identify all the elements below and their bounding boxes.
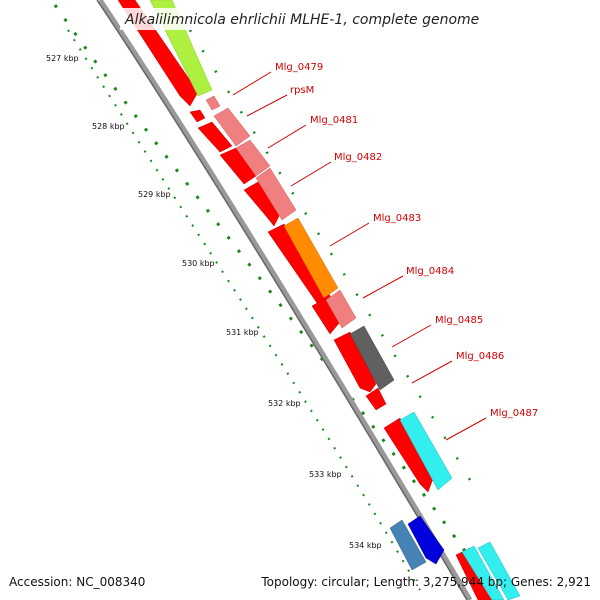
tick-label: 530 kbp: [182, 259, 215, 268]
tick-label: 532 kbp: [268, 399, 301, 408]
gene-arrow-inner-9: [365, 387, 387, 411]
gene-block-pink-1: [205, 95, 221, 111]
gene-block-pink-3: [235, 139, 271, 177]
gene-label: Mlg_0483: [373, 213, 421, 224]
tick-label: 527 kbp: [46, 54, 79, 63]
gene-labels: Mlg_0479 rpsM Mlg_0481 Mlg_0482 Mlg_0483…: [275, 62, 538, 419]
gene-block-gray: [349, 325, 395, 391]
diagram-title: Alkalilimnicola ehrlichii MLHE-1, comple…: [124, 12, 479, 28]
gene-block-pink-5: [325, 289, 357, 329]
gene-arrow-inner-10: [383, 417, 435, 493]
gene-arrow-inner-3: [197, 121, 233, 153]
gene-arrow-inner-2: [189, 109, 206, 123]
tick-label: 528 kbp: [92, 122, 125, 131]
gene-arrow-inner-8: [333, 331, 377, 393]
gene-label: rpsM: [290, 85, 314, 96]
gene-block-pink-2: [213, 107, 251, 147]
gene-block-steel-blue: [389, 519, 427, 571]
gene-label: Mlg_0487: [490, 408, 538, 419]
gene-label: Mlg_0481: [310, 115, 358, 126]
gene-block-cyan-2: [461, 545, 505, 600]
tick-label: 529 kbp: [138, 190, 171, 199]
genome-backbone-inner: [96, 0, 468, 600]
gene-label-leaders: [232, 71, 487, 441]
title-backdrop: [120, 8, 460, 30]
gene-label: Mlg_0482: [334, 152, 382, 163]
gene-block-orange: [283, 217, 339, 299]
gene-arrow-inner-5: [243, 181, 283, 227]
feature-track-guide: [188, 29, 472, 481]
accession-text: Accession: NC_008340: [9, 575, 146, 589]
gene-block-cyan-3: [477, 541, 521, 600]
inner-dotted-track: [67, 29, 421, 591]
gene-block-pink-4: [255, 167, 297, 221]
gene-label: Mlg_0479: [275, 62, 323, 73]
gene-label: Mlg_0486: [456, 351, 504, 362]
gene-block-blue: [407, 515, 445, 565]
gene-block-cyan-1: [399, 411, 453, 491]
tick-labels: 527 kbp 528 kbp 529 kbp 530 kbp 531 kbp …: [46, 54, 382, 550]
gene-label: Mlg_0485: [435, 315, 483, 326]
outer-strand-genes: [149, 0, 521, 600]
genome-summary-text: Topology: circular; Length: 3,275,944 bp…: [261, 575, 591, 589]
tick-label: 533 kbp: [309, 470, 342, 479]
gene-label: Mlg_0484: [406, 266, 454, 277]
tick-label: 534 kbp: [349, 541, 382, 550]
tick-label: 531 kbp: [226, 328, 259, 337]
outer-dotted-ring: [53, 4, 502, 600]
genome-backbone: [97, 0, 473, 600]
